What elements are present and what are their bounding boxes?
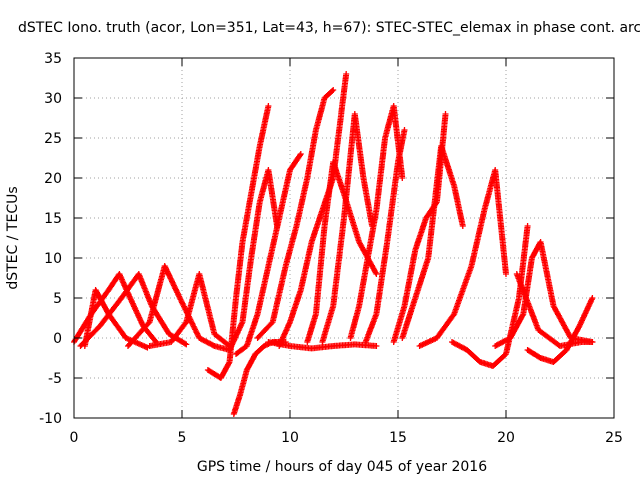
series-markers <box>204 103 272 381</box>
series-arc-21 <box>524 295 596 365</box>
series-arc-20 <box>492 239 596 349</box>
series-markers <box>304 159 380 345</box>
series-markers <box>254 87 337 341</box>
y-tick-label: 0 <box>53 331 62 347</box>
series-arc-17 <box>399 143 466 341</box>
x-tick-label: 0 <box>70 430 79 446</box>
x-tick-label: 20 <box>497 430 515 446</box>
y-tick-label: 5 <box>53 291 62 307</box>
data-series <box>71 71 596 417</box>
y-tick-label: -10 <box>39 411 62 427</box>
series-markers <box>416 167 509 349</box>
series-markers <box>492 239 596 349</box>
y-tick-label: -5 <box>48 371 62 387</box>
series-markers <box>362 127 408 345</box>
series-arc-22 <box>513 271 596 349</box>
y-tick-label: 35 <box>44 51 62 67</box>
series-arc-10 <box>254 87 337 341</box>
series-arc-6 <box>204 103 272 381</box>
series-arc-23 <box>265 339 380 352</box>
y-tick-label: 10 <box>44 251 62 267</box>
axis-ticks <box>73 57 615 419</box>
y-tick-label: 25 <box>44 131 62 147</box>
y-tick-labels: -10 -5 0 5 10 15 20 25 30 35 <box>39 51 62 427</box>
x-tick-label: 5 <box>178 430 187 446</box>
x-axis-label: GPS time / hours of day 045 of year 2016 <box>197 459 487 475</box>
y-axis-label: dSTEC / TECUs <box>5 186 21 289</box>
x-tick-labels: 0 5 10 15 20 25 <box>70 430 623 446</box>
x-tick-label: 15 <box>389 430 407 446</box>
series-arc-8 <box>211 167 280 353</box>
x-tick-label: 25 <box>605 430 623 446</box>
series-markers <box>265 339 380 352</box>
series-markers <box>211 167 280 353</box>
series-arc-5 <box>146 271 233 349</box>
series-arc-13 <box>319 111 376 345</box>
series-markers <box>319 111 376 345</box>
series-arc-18 <box>416 167 509 349</box>
plot-frame <box>73 57 615 419</box>
series-markers <box>513 271 596 349</box>
y-tick-label: 15 <box>44 211 62 227</box>
y-tick-label: 20 <box>44 171 62 187</box>
series-markers <box>524 295 596 365</box>
x-tick-label: 10 <box>281 430 299 446</box>
series-arc-12 <box>304 159 380 345</box>
y-tick-label: 30 <box>44 91 62 107</box>
series-arc-15 <box>362 127 408 345</box>
chart-title: dSTEC Iono. truth (acor, Lon=351, Lat=43… <box>18 20 640 36</box>
series-markers <box>399 143 466 341</box>
series-arc-9 <box>233 151 304 357</box>
series-markers <box>146 271 233 349</box>
series-markers <box>233 151 304 357</box>
